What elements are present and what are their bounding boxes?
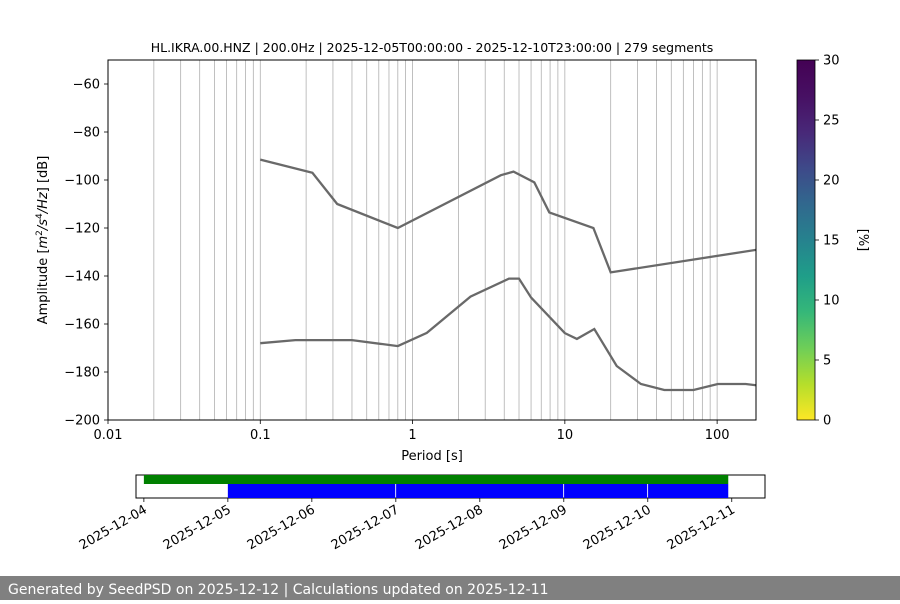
x-tick-label: 0.01 bbox=[94, 428, 123, 443]
date-label: 2025-12-05 bbox=[161, 502, 234, 553]
colorbar-tick-label: 15 bbox=[823, 234, 840, 249]
y-tick-label: −180 bbox=[64, 366, 100, 381]
y-tick-label: −60 bbox=[73, 78, 100, 93]
y-tick-label: −200 bbox=[64, 414, 100, 429]
noise-model-line bbox=[260, 277, 756, 392]
processed-segment bbox=[648, 484, 729, 498]
x-tick-label: 1 bbox=[408, 428, 416, 443]
colorbar-tick-label: 5 bbox=[823, 354, 831, 369]
colorbar bbox=[796, 59, 816, 421]
y-axis-label: Amplitude [m2/s4/Hz] [dB] bbox=[35, 156, 51, 325]
x-axis-ticks: 0.01 0.1 1 10 100 bbox=[94, 420, 730, 443]
vertical-grid bbox=[107, 60, 718, 420]
processed-segment bbox=[396, 484, 564, 498]
colorbar-label: [%] bbox=[855, 229, 870, 252]
footer: Generated by SeedPSD on 2025-12-12 | Cal… bbox=[0, 576, 900, 600]
colorbar-ticks: 0 5 10 15 20 25 30 bbox=[815, 54, 840, 429]
y-tick-label: −100 bbox=[64, 174, 100, 189]
y-tick-label: −80 bbox=[73, 126, 100, 141]
colorbar-tick-label: 20 bbox=[823, 174, 840, 189]
date-label: 2025-12-07 bbox=[329, 502, 402, 553]
x-tick-label: 100 bbox=[705, 428, 730, 443]
processed-segment bbox=[564, 484, 648, 498]
y-tick-label: −120 bbox=[64, 222, 100, 237]
availability-bar bbox=[143, 475, 729, 484]
noise-models bbox=[260, 158, 756, 392]
date-label: 2025-12-04 bbox=[77, 502, 150, 553]
colorbar-tick-label: 10 bbox=[823, 294, 840, 309]
colorbar-tick-label: 25 bbox=[823, 114, 840, 129]
y-axis-ticks: −200 −180 −160 −140 −120 −100 −80 −60 bbox=[64, 78, 108, 429]
processed-segment bbox=[227, 484, 396, 498]
x-tick-label: 0.1 bbox=[250, 428, 271, 443]
chart-title: HL.IKRA.00.HNZ | 200.0Hz | 2025-12-05T00… bbox=[151, 40, 714, 55]
x-tick-label: 10 bbox=[557, 428, 574, 443]
noise-model-line bbox=[260, 158, 756, 274]
colorbar-tick-label: 30 bbox=[823, 54, 840, 69]
date-label: 2025-12-08 bbox=[413, 502, 486, 553]
date-label: 2025-12-10 bbox=[581, 502, 654, 553]
date-label: 2025-12-06 bbox=[245, 502, 318, 553]
date-label: 2025-12-09 bbox=[497, 502, 570, 553]
x-axis-label: Period [s] bbox=[401, 449, 463, 464]
y-tick-label: −140 bbox=[64, 270, 100, 285]
colorbar-tick-label: 0 bbox=[823, 414, 831, 429]
y-tick-label: −160 bbox=[64, 318, 100, 333]
data-availability-timeline: 2025-12-04 2025-12-05 2025-12-06 2025-12-07… bbox=[77, 474, 766, 553]
date-label: 2025-12-11 bbox=[665, 502, 738, 553]
plot-frame bbox=[107, 59, 757, 421]
